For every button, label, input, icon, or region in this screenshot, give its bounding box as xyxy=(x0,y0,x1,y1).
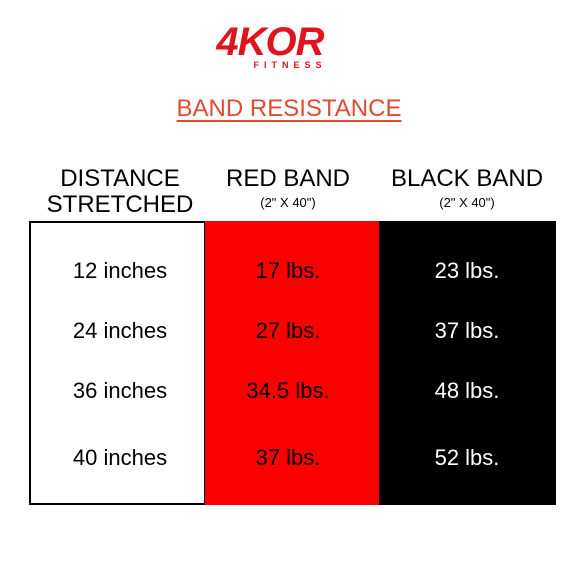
logo-brand: 4KOR xyxy=(216,20,324,64)
column-black xyxy=(379,221,556,505)
column-size: (2" X 40") xyxy=(260,195,316,210)
title: BAND RESISTANCE xyxy=(176,95,402,122)
table-cell: 34.5 lbs. xyxy=(246,378,330,403)
column-header: BLACK BAND xyxy=(390,165,544,192)
table-cell: 37 lbs. xyxy=(434,318,500,343)
table-cell: 23 lbs. xyxy=(434,258,500,283)
column-header: STRETCHED xyxy=(46,191,194,218)
logo-tagline: FITNESS xyxy=(253,60,327,70)
column-header: DISTANCE xyxy=(60,165,180,192)
table-cell: 48 lbs. xyxy=(434,378,500,403)
column-distance xyxy=(29,221,206,505)
column-header: RED BAND xyxy=(225,165,351,192)
table-cell: 27 lbs. xyxy=(255,318,321,343)
table-cell: 37 lbs. xyxy=(255,445,321,470)
table-cell: 12 inches xyxy=(72,258,168,283)
column-size: (2" X 40") xyxy=(439,195,495,210)
table-cell: 52 lbs. xyxy=(434,445,500,470)
column-red xyxy=(205,221,380,505)
table-cell: 40 inches xyxy=(72,445,168,470)
table-cell: 36 inches xyxy=(72,378,168,403)
table-cell: 24 inches xyxy=(72,318,168,343)
table-cell: 17 lbs. xyxy=(255,258,321,283)
